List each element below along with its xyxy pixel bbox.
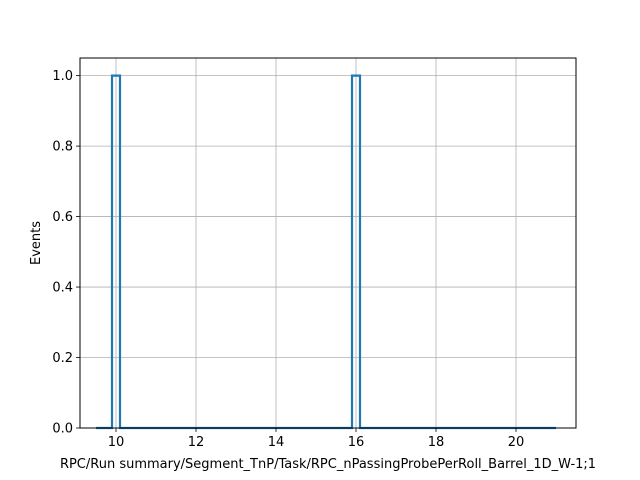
- y-tick-label: 0.0: [52, 422, 73, 437]
- y-tick-label: 0.4: [52, 281, 73, 296]
- y-tick-label: 0.6: [52, 210, 73, 225]
- x-tick-label: 14: [268, 435, 285, 450]
- y-tick-label: 0.8: [52, 140, 73, 155]
- y-tick-label: 0.2: [52, 351, 73, 366]
- y-axis-label: Events: [29, 221, 44, 265]
- x-tick-label: 12: [188, 435, 205, 450]
- y-tick-label: 1.0: [52, 69, 73, 84]
- axes-frame: [79, 57, 577, 429]
- x-tick-label: 16: [348, 435, 365, 450]
- x-tick-label: 20: [508, 435, 525, 450]
- x-axis-label: RPC/Run summary/Segment_TnP/Task/RPC_nPa…: [60, 457, 596, 472]
- tick-layer: 10 12 14 16 18 20 0.0 0.2 0.4 0.6 0.8 1.0: [52, 69, 524, 450]
- x-tick-label: 18: [428, 435, 445, 450]
- x-tick-label: 10: [108, 435, 125, 450]
